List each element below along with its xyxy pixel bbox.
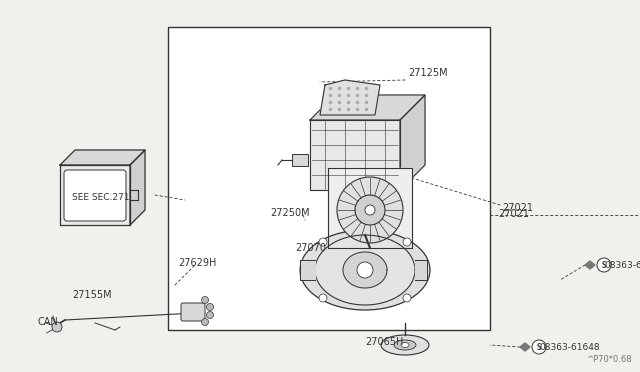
Polygon shape [60, 150, 145, 165]
Text: 08363-61648: 08363-61648 [539, 343, 600, 352]
Text: 27125M: 27125M [408, 68, 447, 78]
Text: S: S [602, 260, 606, 269]
Text: CAN: CAN [38, 317, 59, 327]
Circle shape [532, 340, 546, 354]
Ellipse shape [401, 343, 409, 347]
Text: 27021: 27021 [502, 203, 533, 213]
Circle shape [355, 195, 385, 225]
Circle shape [337, 177, 403, 243]
Circle shape [52, 322, 62, 332]
Bar [292, 154, 308, 166]
Text: 27065H: 27065H [365, 337, 403, 347]
Text: 27021: 27021 [498, 209, 529, 219]
Polygon shape [320, 80, 380, 115]
Polygon shape [520, 343, 530, 351]
Polygon shape [300, 260, 315, 280]
Polygon shape [310, 95, 425, 120]
Text: ^P70*0.68: ^P70*0.68 [586, 355, 632, 364]
Polygon shape [315, 235, 415, 305]
Polygon shape [130, 150, 145, 225]
Polygon shape [60, 165, 130, 225]
Polygon shape [310, 120, 400, 190]
Circle shape [597, 258, 611, 272]
Circle shape [365, 205, 375, 215]
Circle shape [207, 311, 214, 318]
Text: SEE SEC.271: SEE SEC.271 [72, 193, 129, 202]
Text: 27070: 27070 [295, 243, 326, 253]
Bar [168, 27, 490, 330]
Text: 27155M: 27155M [72, 290, 111, 300]
Circle shape [357, 262, 373, 278]
Circle shape [319, 294, 327, 302]
Polygon shape [585, 261, 595, 269]
Polygon shape [328, 168, 412, 248]
FancyBboxPatch shape [64, 170, 126, 221]
Ellipse shape [394, 340, 416, 350]
Circle shape [202, 318, 209, 326]
Text: 08363-61648: 08363-61648 [604, 260, 640, 269]
Ellipse shape [381, 335, 429, 355]
Text: S: S [537, 343, 541, 352]
Polygon shape [415, 260, 427, 280]
Text: 27629H: 27629H [178, 258, 216, 268]
Circle shape [403, 294, 411, 302]
Circle shape [319, 238, 327, 246]
Circle shape [202, 296, 209, 304]
Text: 27250M: 27250M [270, 208, 310, 218]
Ellipse shape [300, 230, 430, 310]
Polygon shape [400, 95, 425, 190]
Circle shape [403, 238, 411, 246]
Polygon shape [343, 252, 387, 288]
Circle shape [207, 304, 214, 311]
FancyBboxPatch shape [181, 303, 205, 321]
